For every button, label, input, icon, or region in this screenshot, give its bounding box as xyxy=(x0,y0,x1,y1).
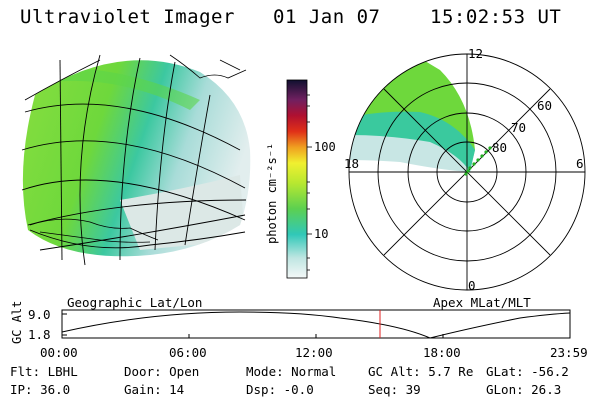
mlt-label-0: 0 xyxy=(468,278,476,293)
info-glon: GLon: 26.3 xyxy=(486,382,562,397)
observation-time: 15:02:53 UT xyxy=(430,6,562,28)
mlt-label-18: 18 xyxy=(344,156,360,171)
mlt-label-12: 12 xyxy=(468,46,484,61)
info-filter: Flt: LBHL xyxy=(10,364,78,379)
timeline-x-tick-1200: 12:00 xyxy=(295,345,333,360)
info-seq: Seq: 39 xyxy=(368,382,421,397)
mlat-label-60: 60 xyxy=(537,98,553,113)
info-door: Door: Open xyxy=(124,364,200,379)
timeline-x-tick-0000: 00:00 xyxy=(40,345,78,360)
info-dsp: Dsp: -0.0 xyxy=(246,382,314,397)
colorbar-tick-100: 100 xyxy=(314,140,336,154)
mlt-label-6: 6 xyxy=(576,156,584,171)
timeline-left-caption: Geographic Lat/Lon xyxy=(67,295,203,310)
observation-date: 01 Jan 07 xyxy=(273,6,381,28)
colorbar-tick-10: 10 xyxy=(314,227,329,241)
info-gain: Gain: 14 xyxy=(124,382,185,397)
timeline-x-tick-1800: 18:00 xyxy=(423,345,461,360)
info-glat: GLat: -56.2 xyxy=(486,364,569,379)
timeline-y-tick-1-8: 1.8 xyxy=(28,327,51,342)
timeline-y-tick-9: 9.0 xyxy=(28,307,51,322)
mlat-label-80: 80 xyxy=(492,140,508,155)
timeline-right-caption: Apex MLat/MLT xyxy=(433,295,531,310)
timeline-x-tick-2359: 23:59 xyxy=(550,345,588,360)
info-mode: Mode: Normal xyxy=(246,364,337,379)
info-ip: IP: 36.0 xyxy=(10,382,71,397)
instrument-title: Ultraviolet Imager xyxy=(20,6,235,28)
info-gc-alt: GC Alt: 5.7 Re xyxy=(368,364,474,379)
mlat-label-70: 70 xyxy=(511,120,527,135)
timeline-x-tick-0600: 06:00 xyxy=(169,345,207,360)
